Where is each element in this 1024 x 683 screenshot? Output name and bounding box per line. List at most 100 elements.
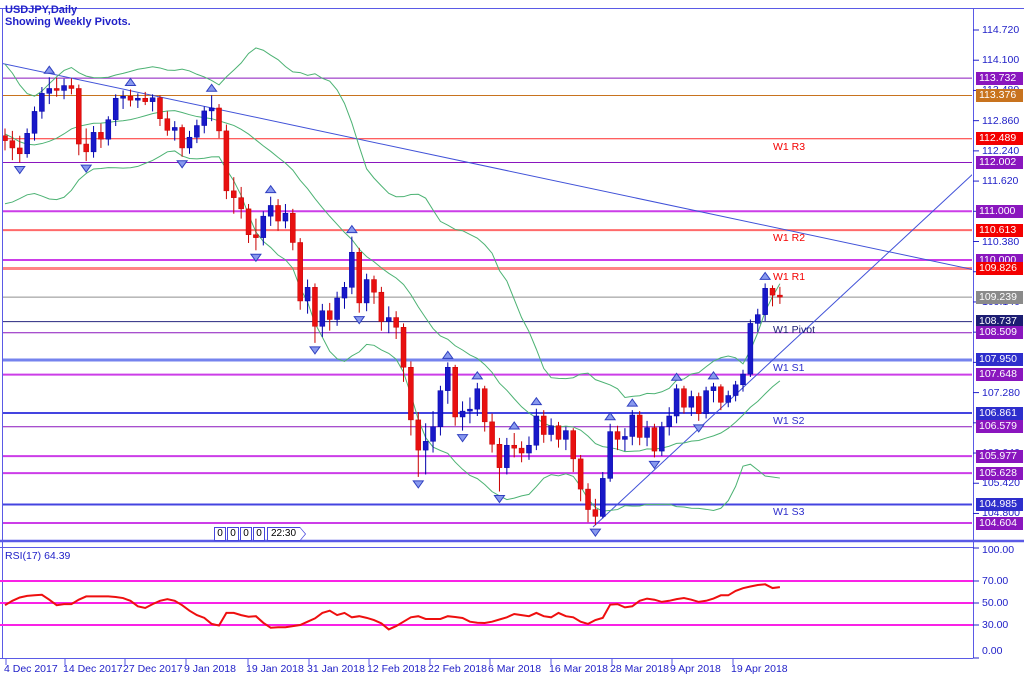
candle-body	[142, 97, 148, 102]
price-axis-label: 112.240	[982, 144, 1020, 157]
candle-body	[112, 97, 119, 120]
price-marker-box-104.604: 104.604	[976, 516, 1023, 530]
candle-body	[629, 414, 636, 437]
price-marker-box-107.648: 107.648	[976, 368, 1023, 382]
candle-body	[592, 509, 599, 517]
candle-body	[39, 93, 45, 112]
pivot-label-w1-r3: W1 R3	[773, 140, 806, 153]
date-label: 19 Jan 2018	[246, 663, 304, 675]
time-tag-fill	[268, 528, 305, 540]
candle-body	[275, 205, 281, 222]
trendline-ascending[interactable]	[592, 172, 975, 528]
fractal-down-icon	[493, 495, 506, 504]
candle-body	[555, 425, 562, 440]
candle-body	[614, 431, 621, 440]
candle-body	[666, 415, 672, 427]
candle-body	[585, 488, 591, 510]
candle-body	[437, 390, 444, 427]
candle-body	[725, 395, 731, 403]
date-label: 16 Mar 2018	[549, 663, 608, 675]
candle-body	[105, 119, 112, 140]
price-axis-label: 110.380	[982, 235, 1020, 248]
candle-body	[636, 414, 643, 438]
pivot-level-lines[interactable]	[3, 77, 973, 525]
bollinger-upper-band	[4, 47, 781, 399]
fractal-up-icon	[530, 396, 543, 406]
price-marker-box-109.239: 109.239	[976, 290, 1023, 304]
trendlines[interactable]	[0, 63, 975, 528]
candle-body	[90, 132, 97, 153]
bollinger-middle-band	[4, 110, 781, 453]
candle-body	[526, 444, 532, 454]
candle-body	[46, 88, 53, 94]
candle-body	[747, 323, 754, 375]
rsi-axis-label: 70.00	[982, 575, 1009, 587]
price-marker-box-110.613: 110.613	[976, 223, 1023, 237]
candle-body	[518, 447, 525, 454]
fractal-down-icon	[648, 460, 661, 470]
price-marker-box-104.985: 104.985	[976, 497, 1023, 511]
time-tag[interactable]: 22:30	[267, 527, 306, 541]
fractal-down-icon	[176, 160, 189, 169]
candle-body	[179, 127, 185, 149]
countdown-zero-box: 0	[214, 527, 226, 541]
candle-body	[740, 373, 746, 386]
symbol-period-title: USDJPY,Daily	[5, 4, 78, 16]
candle-body	[474, 388, 481, 410]
fractal-up-icon	[205, 83, 218, 92]
candle-body	[415, 419, 422, 451]
price-marker-box-108.509: 108.509	[976, 326, 1023, 340]
candle-body	[312, 287, 318, 327]
bollinger-lower-band	[4, 150, 780, 512]
candle-body	[341, 287, 348, 299]
candles-layer	[3, 77, 783, 526]
candle-body	[24, 133, 30, 155]
candle-body	[386, 317, 392, 322]
candle-body	[157, 97, 163, 119]
fractal-up-icon	[670, 372, 683, 381]
date-label: 9 Jan 2018	[184, 663, 236, 675]
countdown-zero-box: 0	[253, 527, 265, 541]
candle-body	[223, 130, 230, 192]
candle-body	[563, 430, 569, 440]
fractal-down-icon	[589, 528, 602, 538]
trendline-descending[interactable]	[0, 63, 975, 270]
fractal-down-icon	[456, 434, 469, 443]
price-marker-box-112.002: 112.002	[976, 155, 1023, 169]
date-label: 4 Dec 2017	[4, 663, 58, 675]
rsi-panel	[0, 547, 979, 659]
rsi-axis-label: 30.00	[982, 619, 1009, 631]
pivot-label-w1-r1: W1 R1	[773, 270, 806, 283]
candle-body	[467, 408, 473, 412]
candle-body	[393, 317, 399, 328]
rsi-axis-label: 0.00	[982, 645, 1003, 657]
price-marker-box-105.628: 105.628	[976, 466, 1023, 480]
date-label: 12 Feb 2018	[367, 663, 426, 675]
candle-body	[489, 421, 495, 445]
candle-body	[430, 426, 436, 442]
rsi-line	[4, 583, 781, 631]
candle-body	[17, 147, 23, 155]
candle-body	[76, 88, 82, 145]
candle-body	[577, 458, 584, 490]
price-marker-box-113.732: 113.732	[976, 71, 1023, 85]
price-marker-box-108.737: 108.737	[976, 315, 1023, 329]
pivot-label-w1-s2: W1 S2	[773, 415, 805, 428]
pivot-label-w1-r2: W1 R2	[773, 232, 806, 245]
price-axis-label: 105.420	[982, 477, 1020, 490]
countdown-zero-box: 0	[227, 527, 239, 541]
fractal-up-icon	[471, 370, 484, 380]
bollinger-bands	[4, 47, 781, 512]
price-axis-label: 114.100	[982, 54, 1020, 67]
candle-body	[282, 212, 289, 222]
candle-body	[245, 208, 252, 235]
rsi-indicator-label: RSI(17) 64.39	[5, 550, 71, 562]
candle-body	[710, 386, 717, 391]
candle-body	[371, 279, 377, 293]
fractal-down-icon	[80, 164, 93, 173]
panel-frame	[0, 8, 1024, 665]
candle-body	[319, 310, 326, 327]
